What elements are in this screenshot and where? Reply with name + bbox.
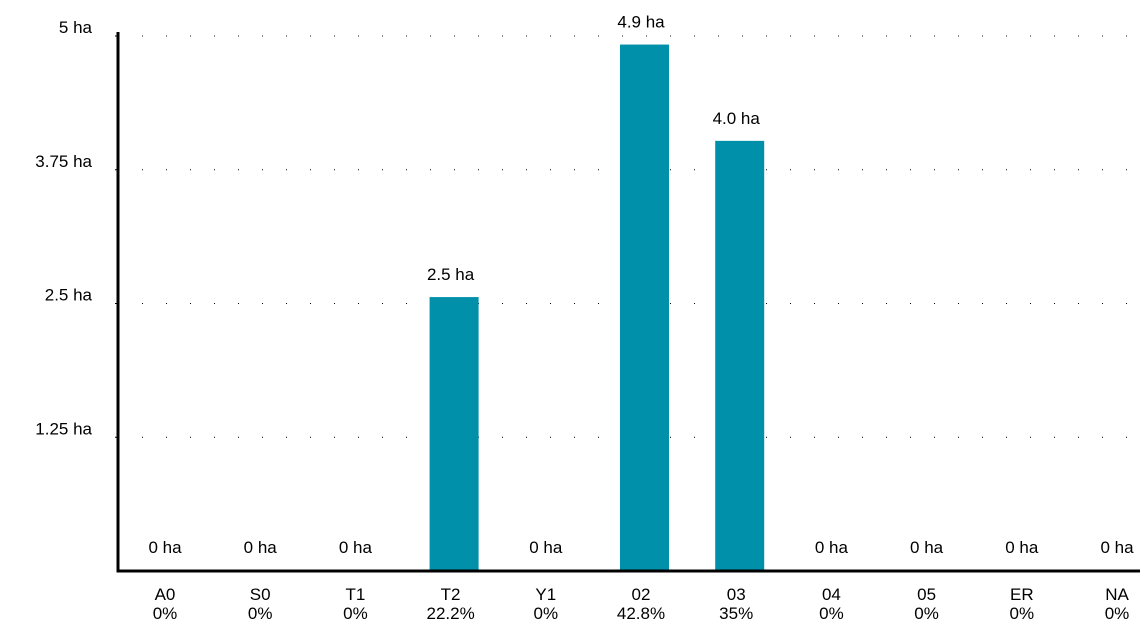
value-labels: 0 ha 0 ha 0 ha 2.5 ha 0 ha 4.9 ha 4.0 ha 0 ha 0 …: [148, 13, 1134, 557]
x-percent-label: 0%: [819, 604, 844, 623]
bar-value-label: 0 ha: [1100, 538, 1134, 557]
x-percent-label: 0%: [1105, 604, 1130, 623]
x-percent-label: 0%: [1010, 604, 1035, 623]
bars: [429, 44, 765, 572]
x-category-label: Y1: [535, 585, 556, 604]
x-category-label: ER: [1010, 585, 1034, 604]
x-percent-label: 35%: [719, 604, 753, 623]
y-tick-label: 1.25 ha: [35, 419, 92, 438]
x-percent-label: 0%: [914, 604, 939, 623]
x-category-label: T1: [345, 585, 365, 604]
x-percent-label: 22.2%: [426, 604, 474, 623]
x-category-label: T2: [441, 585, 461, 604]
x-category-label: 03: [727, 585, 746, 604]
y-tick-label: 2.5 ha: [45, 286, 93, 305]
bar-value-label: 4.9 ha: [617, 13, 665, 32]
bar-value-label: 0 ha: [148, 538, 182, 557]
bar-value-label: 0 ha: [1005, 538, 1039, 557]
x-percent-label: 0%: [153, 604, 178, 623]
bar-value-label: 0 ha: [910, 538, 944, 557]
bar-value-label: 2.5 ha: [427, 265, 475, 284]
x-percent-label: 0%: [343, 604, 368, 623]
bar-value-label: 0 ha: [529, 538, 563, 557]
x-percent-label: 42.8%: [617, 604, 665, 623]
x-category-label: S0: [250, 585, 271, 604]
y-tick-label: 3.75 ha: [35, 152, 92, 171]
bar: [620, 44, 669, 572]
x-category-label: 02: [632, 585, 651, 604]
x-axis-labels: A00%S00%T10%T222.2%Y10%0242.8%0335%040%0…: [153, 585, 1130, 623]
x-category-label: A0: [155, 585, 176, 604]
x-percent-label: 0%: [534, 604, 559, 623]
x-category-label: NA: [1105, 585, 1129, 604]
bar-value-label: 0 ha: [244, 538, 278, 557]
bar: [429, 297, 479, 571]
y-tick-label: 5 ha: [59, 18, 93, 37]
x-category-label: 05: [917, 585, 936, 604]
bar: [715, 140, 765, 572]
y-axis-ticks: 1.25 ha 2.5 ha 3.75 ha 5 ha: [35, 18, 118, 438]
bar-value-label: 0 ha: [339, 538, 373, 557]
bar-value-label: 4.0 ha: [713, 109, 761, 128]
x-percent-label: 0%: [248, 604, 273, 623]
x-category-label: 04: [822, 585, 841, 604]
bar-value-label: 0 ha: [815, 538, 849, 557]
gridlines: [118, 35, 1130, 438]
